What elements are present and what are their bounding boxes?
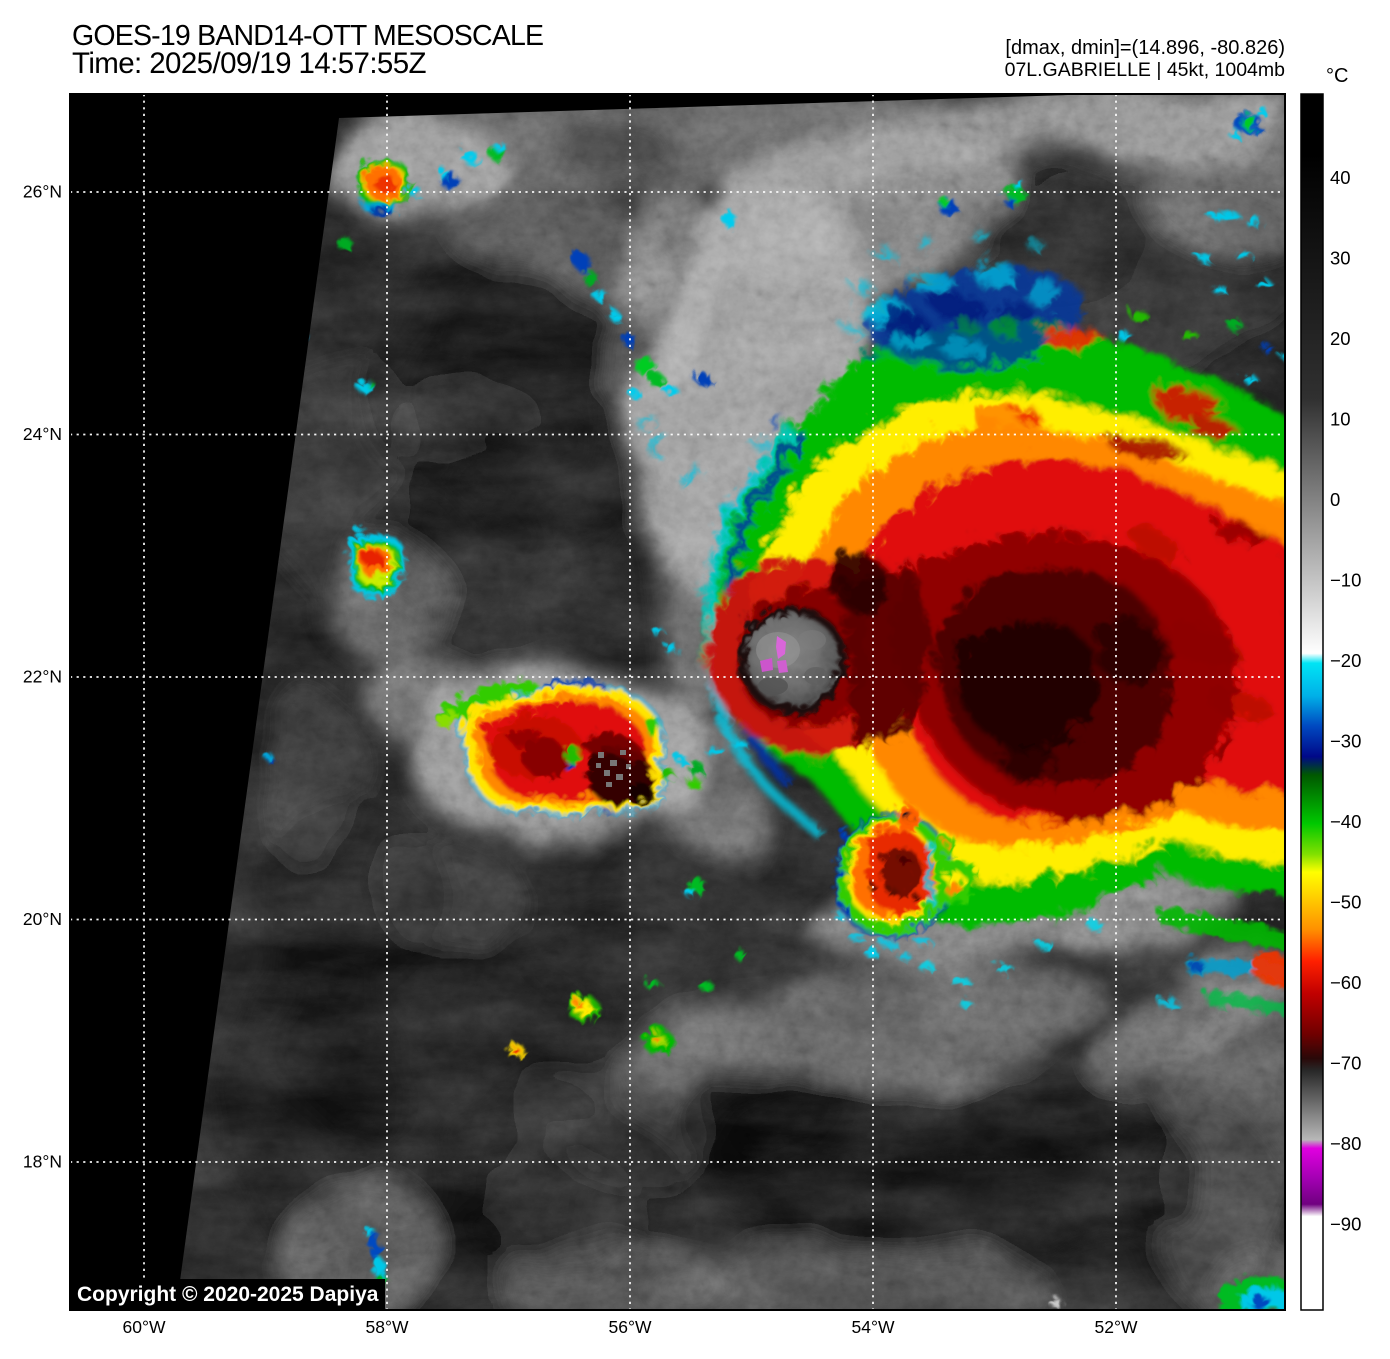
svg-text:GOES-19 BAND14-OTT MESOSCALE: GOES-19 BAND14-OTT MESOSCALE [72, 20, 543, 52]
svg-text:−20: −20 [1330, 650, 1361, 671]
svg-text:−60: −60 [1330, 972, 1361, 993]
svg-text:°C: °C [1326, 65, 1348, 87]
svg-text:10: 10 [1330, 409, 1351, 430]
svg-text:18°N: 18°N [23, 1152, 62, 1172]
svg-text:−10: −10 [1330, 570, 1361, 591]
svg-text:−90: −90 [1330, 1214, 1361, 1235]
svg-text:30: 30 [1330, 248, 1351, 269]
svg-text:[dmax, dmin]=(14.896, -80.826): [dmax, dmin]=(14.896, -80.826) [1005, 37, 1285, 59]
svg-text:54°W: 54°W [852, 1317, 895, 1337]
svg-text:07L.GABRIELLE | 45kt, 1004mb: 07L.GABRIELLE | 45kt, 1004mb [1005, 59, 1286, 81]
svg-text:58°W: 58°W [366, 1317, 409, 1337]
svg-text:24°N: 24°N [23, 424, 62, 444]
svg-text:40: 40 [1330, 167, 1351, 188]
svg-text:−40: −40 [1330, 811, 1361, 832]
svg-text:−70: −70 [1330, 1053, 1361, 1074]
svg-text:0: 0 [1330, 489, 1340, 510]
svg-text:−80: −80 [1330, 1133, 1361, 1154]
svg-text:20: 20 [1330, 328, 1351, 349]
svg-text:22°N: 22°N [23, 667, 62, 687]
svg-text:−50: −50 [1330, 892, 1361, 913]
svg-text:Time: 2025/09/19 14:57:55Z: Time: 2025/09/19 14:57:55Z [72, 47, 427, 80]
svg-text:Copyright © 2020-2025 Dapiya: Copyright © 2020-2025 Dapiya [77, 1283, 379, 1306]
svg-text:56°W: 56°W [609, 1317, 652, 1337]
svg-text:26°N: 26°N [23, 182, 62, 202]
svg-text:60°W: 60°W [123, 1317, 166, 1337]
svg-text:20°N: 20°N [23, 909, 62, 929]
svg-text:−30: −30 [1330, 731, 1361, 752]
svg-text:52°W: 52°W [1095, 1317, 1138, 1337]
